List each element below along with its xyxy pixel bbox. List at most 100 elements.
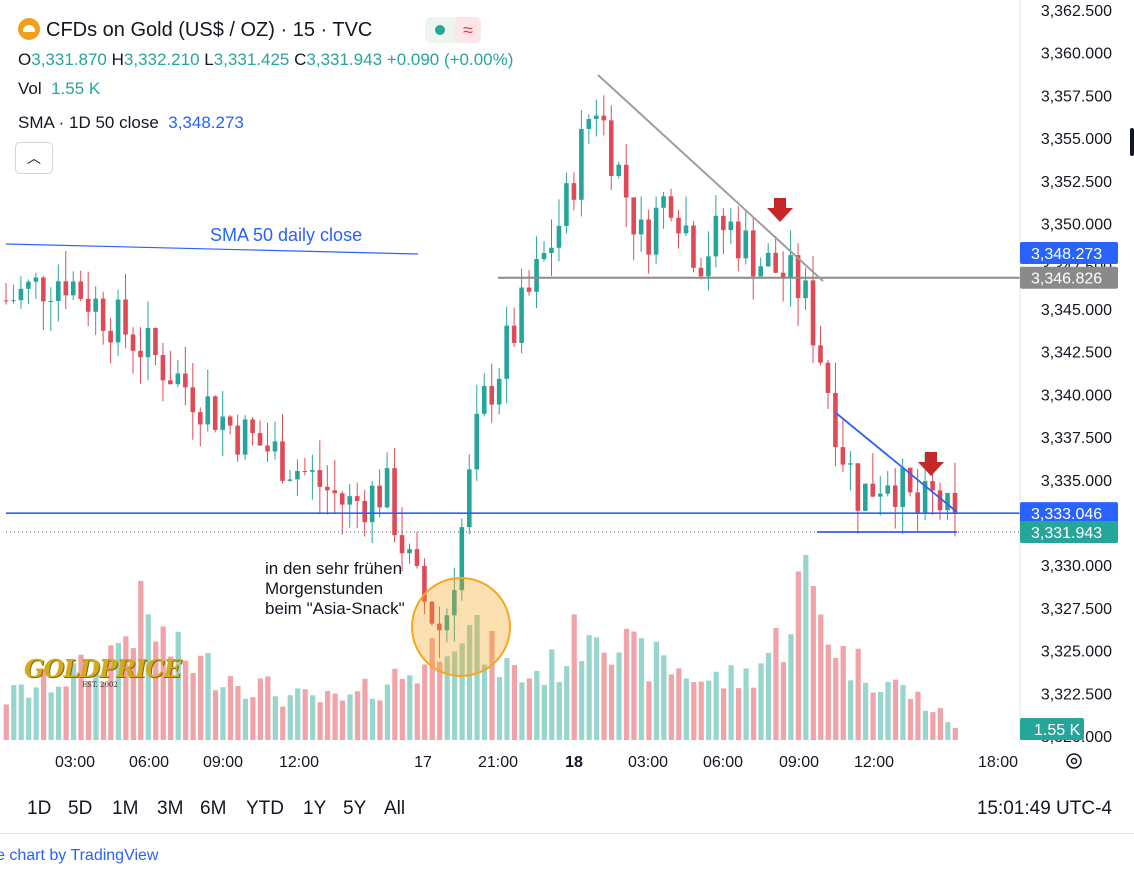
candle-body[interactable] xyxy=(242,419,248,455)
candle-body[interactable] xyxy=(526,287,532,292)
candle-body[interactable] xyxy=(863,483,868,511)
timeframe-3m[interactable]: 3M xyxy=(157,798,184,819)
candle-body[interactable] xyxy=(212,396,218,430)
candle-body[interactable] xyxy=(586,119,592,129)
candle-body[interactable] xyxy=(616,164,622,176)
timeframe-all[interactable]: All xyxy=(384,798,406,819)
candle-body[interactable] xyxy=(780,272,786,279)
candle-body[interactable] xyxy=(661,196,666,208)
candle-body[interactable] xyxy=(579,128,584,200)
candle-body[interactable] xyxy=(168,380,173,385)
candle-body[interactable] xyxy=(721,215,726,231)
candle-body[interactable] xyxy=(130,334,136,351)
candle-body[interactable] xyxy=(945,492,950,511)
candle-body[interactable] xyxy=(123,299,128,335)
candle-body[interactable] xyxy=(362,500,367,523)
timeframe-1y[interactable]: 1Y xyxy=(303,798,327,819)
downtrend-line-blue[interactable] xyxy=(835,412,958,513)
candle-body[interactable] xyxy=(608,120,614,176)
candle-body[interactable] xyxy=(392,468,397,536)
candle-body[interactable] xyxy=(795,255,801,299)
candle-body[interactable] xyxy=(481,385,487,414)
candle-body[interactable] xyxy=(429,601,435,624)
candle-body[interactable] xyxy=(549,247,554,253)
candle-body[interactable] xyxy=(706,256,711,277)
candle-body[interactable] xyxy=(41,277,46,302)
downtrend-line-gray[interactable] xyxy=(597,74,824,282)
candle-body[interactable] xyxy=(145,327,151,358)
candle-body[interactable] xyxy=(758,266,764,277)
candle-body[interactable] xyxy=(728,221,734,231)
candle-body[interactable] xyxy=(347,496,353,505)
candle-body[interactable] xyxy=(115,299,121,343)
candle-body[interactable] xyxy=(952,492,958,514)
candle-body[interactable] xyxy=(78,281,84,299)
candle-body[interactable] xyxy=(63,281,69,296)
candle-body[interactable] xyxy=(900,467,905,507)
candle-body[interactable] xyxy=(287,479,293,481)
candle-body[interactable] xyxy=(235,425,240,455)
candle-body[interactable] xyxy=(915,492,920,514)
candle-body[interactable] xyxy=(848,463,853,465)
clock[interactable]: 15:01:49 UTC-4 xyxy=(976,798,1112,819)
candle-body[interactable] xyxy=(646,219,651,255)
candle-body[interactable] xyxy=(496,378,502,405)
candle-body[interactable] xyxy=(257,433,263,446)
candle-body[interactable] xyxy=(892,485,898,507)
candle-body[interactable] xyxy=(280,441,285,481)
candle-body[interactable] xyxy=(803,280,808,299)
candle-body[interactable] xyxy=(108,330,113,343)
candle-body[interactable] xyxy=(190,387,196,413)
candle-body[interactable] xyxy=(310,470,315,472)
candle-body[interactable] xyxy=(773,252,778,273)
sma-50-daily-line[interactable] xyxy=(5,243,419,255)
candle-body[interactable] xyxy=(11,300,16,302)
candle-body[interactable] xyxy=(26,281,31,289)
candle-body[interactable] xyxy=(870,483,876,497)
candle-body[interactable] xyxy=(930,481,935,491)
candle-body[interactable] xyxy=(339,493,345,505)
candle-body[interactable] xyxy=(788,255,793,279)
candle-body[interactable] xyxy=(601,115,607,121)
candle-body[interactable] xyxy=(653,207,659,255)
timeframe-1d[interactable]: 1D xyxy=(27,798,52,819)
candle-body[interactable] xyxy=(676,217,681,234)
candle-body[interactable] xyxy=(414,549,420,566)
candle-body[interactable] xyxy=(735,221,741,259)
candle-body[interactable] xyxy=(459,527,465,591)
volume-legend[interactable]: Vol 1.55 K xyxy=(18,79,101,98)
candle-body[interactable] xyxy=(825,362,831,393)
tradingview-attribution[interactable]: e chart by TradingView xyxy=(0,847,159,864)
candle-body[interactable] xyxy=(937,490,943,511)
candle-body[interactable] xyxy=(384,468,390,508)
candle-body[interactable] xyxy=(265,445,270,452)
sma-legend[interactable]: SMA · 1D 50 close 3,348.273 xyxy=(18,113,244,132)
candle-body[interactable] xyxy=(377,485,382,508)
candle-body[interactable] xyxy=(631,197,636,235)
candle-body[interactable] xyxy=(153,327,158,356)
candle-body[interactable] xyxy=(220,416,226,430)
candle-body[interactable] xyxy=(197,412,203,425)
candle-body[interactable] xyxy=(519,287,524,343)
candle-body[interactable] xyxy=(504,325,509,379)
candle-body[interactable] xyxy=(437,623,442,631)
collapse-legend-button[interactable]: ︿ xyxy=(15,142,53,174)
candle-body[interactable] xyxy=(564,183,569,226)
candle-body[interactable] xyxy=(534,259,539,292)
candle-body[interactable] xyxy=(556,225,562,248)
timeframe-5d[interactable]: 5D xyxy=(68,798,93,819)
candle-body[interactable] xyxy=(407,549,412,554)
candle-body[interactable] xyxy=(175,373,181,385)
candle-body[interactable] xyxy=(354,496,360,501)
candle-body[interactable] xyxy=(138,350,143,358)
candle-body[interactable] xyxy=(750,230,756,277)
timeframe-6m[interactable]: 6M xyxy=(200,798,227,819)
candle-body[interactable] xyxy=(100,298,106,331)
gear-icon[interactable] xyxy=(1066,753,1082,769)
candle-body[interactable] xyxy=(272,441,278,452)
scroll-handle[interactable] xyxy=(1130,128,1134,156)
candle-body[interactable] xyxy=(810,280,816,346)
candle-body[interactable] xyxy=(668,196,674,218)
candle-body[interactable] xyxy=(833,392,838,448)
candle-body[interactable] xyxy=(623,164,629,198)
